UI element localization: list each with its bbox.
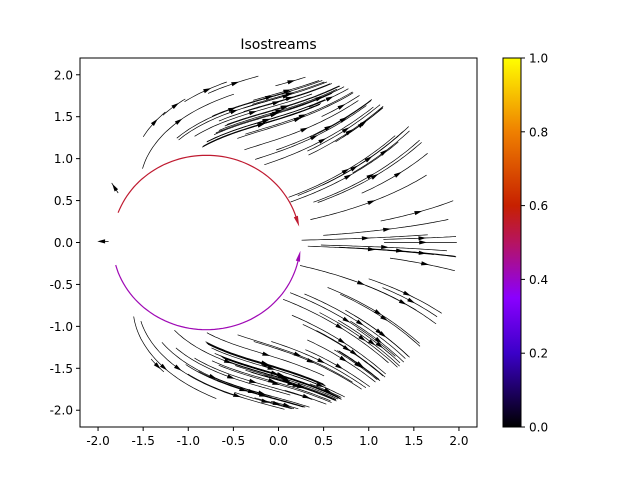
stream-arrow [302, 394, 310, 399]
streamline [179, 93, 294, 140]
stream-arrow [338, 104, 346, 110]
streamline [310, 175, 426, 220]
stream-arrow [171, 103, 179, 109]
streamline [353, 131, 410, 173]
stream-arrow [257, 123, 265, 127]
streamline [134, 317, 217, 399]
stream-arrow [300, 128, 308, 133]
stream-arrow [362, 236, 370, 240]
stream-arrow [357, 280, 365, 285]
y-tick-label: -2.0 [50, 404, 73, 418]
y-tick-label: 2.0 [54, 68, 73, 82]
colorbar-tick-label: 0.6 [529, 199, 548, 213]
stream-arrow [262, 362, 270, 366]
stream-arrow [380, 149, 388, 155]
colorbar-tick-label: 1.0 [529, 52, 548, 66]
streamline [323, 219, 448, 235]
colored-stream-arrow [294, 216, 299, 227]
colorbar-tick-label: 0.8 [529, 125, 548, 139]
stream-arrow [403, 291, 411, 296]
stream-arrow [326, 96, 334, 101]
x-tick-label: -1.0 [177, 434, 200, 448]
stream-arrow [407, 298, 415, 304]
stream-arrow [209, 374, 217, 379]
stream-arrow [340, 117, 348, 123]
stream-arrow [287, 80, 295, 84]
x-tick-label: 1.0 [359, 434, 378, 448]
stream-arrow [97, 239, 105, 243]
stream-arrow [174, 365, 182, 371]
y-axis: -2.0 -1.5 -1.0 -0.5 0.0 0.5 1.0 1.5 2.0 [50, 68, 80, 417]
colorbar-tick-label: 0.4 [529, 273, 548, 287]
colorbar-tick-label: 0.2 [529, 347, 548, 361]
stream-arrow [335, 363, 343, 369]
streamline [289, 136, 396, 198]
x-tick-label: 2.0 [449, 434, 468, 448]
stream-arrow [175, 119, 183, 125]
colored-streamline [116, 258, 299, 330]
x-tick-label: 1.5 [404, 434, 423, 448]
y-tick-label: 0.5 [54, 194, 73, 208]
stream-arrow [335, 323, 343, 329]
stream-arrow [344, 174, 352, 180]
streamline [290, 293, 395, 357]
stream-arrow [367, 200, 375, 205]
stream-arrow [419, 240, 427, 244]
streamline [362, 153, 428, 193]
stream-arrow [318, 138, 326, 144]
x-tick-label: 0.0 [269, 434, 288, 448]
stream-arrow [350, 349, 358, 355]
y-tick-label: 0.0 [54, 236, 73, 250]
chart-title: Isostreams [240, 37, 316, 53]
stream-arrow [262, 352, 270, 356]
streamline [298, 132, 403, 196]
stream-arrow [280, 374, 288, 378]
streamline [369, 279, 442, 314]
stream-arrow [383, 228, 391, 232]
y-tick-label: -1.0 [50, 320, 73, 334]
y-tick-label: -1.5 [50, 362, 73, 376]
y-tick-label: 1.5 [54, 110, 73, 124]
stream-arrow [421, 261, 429, 265]
stream-arrow [261, 399, 269, 403]
x-tick-label: -0.5 [222, 434, 245, 448]
streamline [383, 288, 438, 317]
stream-arrow [368, 339, 376, 345]
streamline [381, 201, 454, 221]
y-tick-label: 1.0 [54, 152, 73, 166]
stream-arrow [399, 299, 407, 305]
streamline [303, 324, 383, 376]
plot-area [97, 76, 457, 409]
y-tick-label: -0.5 [50, 278, 73, 292]
stream-arrow [414, 211, 422, 215]
x-tick-label: -2.0 [86, 434, 109, 448]
streamline [313, 140, 419, 202]
colorbar-tick-label: 0.0 [529, 421, 548, 435]
colored-streamline [118, 155, 297, 220]
stream-arrow [112, 184, 118, 192]
stream-arrow [249, 379, 257, 383]
streamline [300, 266, 416, 311]
stream-arrow [394, 172, 402, 178]
colored-stream-arrow [296, 251, 301, 262]
x-tick-label: 0.5 [314, 434, 333, 448]
colorbar-axis: 0.0 0.2 0.4 0.6 0.8 1.0 [521, 52, 548, 435]
x-tick-label: -1.5 [131, 434, 154, 448]
x-axis: -2.0 -1.5 -1.0 -0.5 0.0 0.5 1.0 1.5 2.0 [86, 427, 468, 448]
streamline [305, 294, 406, 359]
streamline [340, 294, 420, 346]
colorbar [503, 58, 521, 427]
stream-arrow [343, 317, 351, 323]
stream-arrow [249, 111, 257, 115]
stream-arrow [294, 118, 302, 123]
streamline [328, 288, 420, 344]
stream-arrow [231, 82, 239, 86]
